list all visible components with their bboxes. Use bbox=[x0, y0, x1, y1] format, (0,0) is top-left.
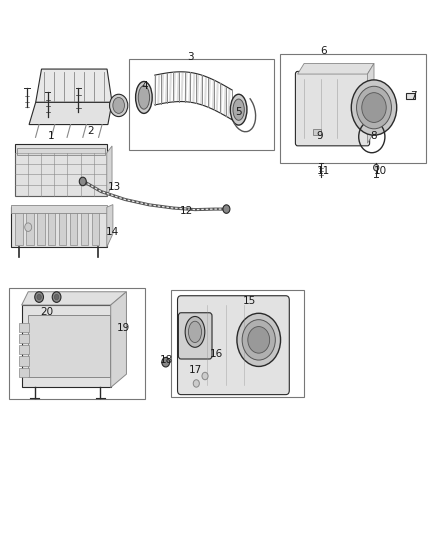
Text: 2: 2 bbox=[87, 126, 93, 136]
Text: 18: 18 bbox=[160, 354, 173, 365]
Ellipse shape bbox=[110, 94, 128, 117]
Bar bbox=[15, 211, 23, 245]
Bar bbox=[37, 211, 45, 245]
Text: 12: 12 bbox=[180, 206, 193, 216]
Bar bbox=[280, 54, 426, 163]
Circle shape bbox=[248, 327, 270, 353]
Text: 20: 20 bbox=[40, 306, 53, 317]
Circle shape bbox=[351, 80, 397, 135]
Text: 10: 10 bbox=[374, 166, 387, 176]
Text: 15: 15 bbox=[243, 296, 256, 306]
Bar bbox=[11, 207, 107, 247]
Circle shape bbox=[202, 372, 208, 379]
Polygon shape bbox=[21, 292, 127, 305]
Bar bbox=[81, 211, 88, 245]
Text: 4: 4 bbox=[141, 81, 148, 91]
Bar bbox=[26, 211, 34, 245]
Bar bbox=[19, 357, 29, 366]
Polygon shape bbox=[107, 146, 112, 196]
Bar bbox=[28, 315, 110, 377]
Bar bbox=[92, 211, 99, 245]
Text: 9: 9 bbox=[316, 131, 323, 141]
Bar bbox=[171, 290, 304, 397]
Ellipse shape bbox=[230, 94, 247, 125]
Circle shape bbox=[37, 294, 41, 300]
Polygon shape bbox=[29, 102, 112, 125]
Bar bbox=[17, 148, 105, 155]
Bar bbox=[19, 345, 29, 354]
Circle shape bbox=[79, 177, 86, 185]
Text: 6: 6 bbox=[321, 46, 327, 56]
Bar bbox=[59, 211, 67, 245]
Ellipse shape bbox=[188, 321, 201, 343]
Text: 19: 19 bbox=[117, 322, 130, 333]
FancyBboxPatch shape bbox=[178, 313, 212, 359]
Bar bbox=[19, 368, 29, 377]
Text: 1: 1 bbox=[48, 131, 54, 141]
Circle shape bbox=[35, 292, 43, 302]
Circle shape bbox=[162, 358, 170, 367]
Bar bbox=[15, 144, 107, 196]
Bar bbox=[10, 288, 145, 399]
Ellipse shape bbox=[233, 99, 244, 120]
Circle shape bbox=[54, 294, 59, 300]
Text: 5: 5 bbox=[235, 107, 242, 117]
Circle shape bbox=[25, 223, 32, 231]
Polygon shape bbox=[367, 63, 374, 143]
Text: 17: 17 bbox=[188, 365, 201, 375]
FancyBboxPatch shape bbox=[177, 296, 289, 394]
Polygon shape bbox=[36, 69, 112, 102]
Bar bbox=[19, 322, 29, 332]
Bar bbox=[130, 59, 274, 150]
Text: 3: 3 bbox=[187, 52, 194, 61]
Ellipse shape bbox=[113, 98, 124, 114]
Ellipse shape bbox=[138, 86, 150, 109]
Text: 8: 8 bbox=[371, 131, 377, 141]
Circle shape bbox=[374, 165, 379, 171]
Circle shape bbox=[242, 320, 276, 360]
Circle shape bbox=[223, 205, 230, 213]
Circle shape bbox=[52, 292, 61, 302]
Bar bbox=[313, 129, 321, 135]
Circle shape bbox=[237, 313, 281, 367]
Polygon shape bbox=[111, 292, 127, 387]
Circle shape bbox=[193, 379, 199, 387]
Text: 13: 13 bbox=[108, 182, 121, 192]
Bar bbox=[21, 305, 111, 387]
Polygon shape bbox=[107, 205, 113, 247]
FancyBboxPatch shape bbox=[295, 71, 370, 146]
Ellipse shape bbox=[185, 317, 205, 348]
Text: 16: 16 bbox=[210, 349, 223, 359]
Circle shape bbox=[362, 93, 386, 123]
Bar bbox=[11, 205, 107, 213]
Ellipse shape bbox=[136, 82, 152, 114]
Text: 11: 11 bbox=[317, 166, 330, 176]
Polygon shape bbox=[297, 63, 374, 74]
Circle shape bbox=[357, 86, 392, 129]
Text: 7: 7 bbox=[410, 91, 417, 101]
Bar bbox=[70, 211, 78, 245]
Bar bbox=[19, 334, 29, 343]
Bar bbox=[48, 211, 56, 245]
Text: 14: 14 bbox=[106, 227, 119, 237]
Bar bbox=[406, 93, 416, 99]
